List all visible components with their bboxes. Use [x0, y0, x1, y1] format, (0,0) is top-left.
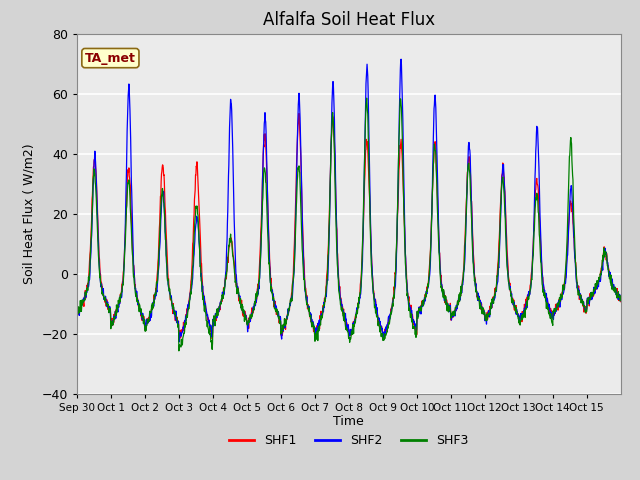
SHF2	[397, 56, 405, 62]
SHF3	[158, 193, 166, 199]
SHF3	[73, 315, 81, 321]
SHF2	[73, 315, 81, 321]
SHF3	[557, 293, 565, 299]
SHF2	[617, 295, 625, 301]
X-axis label: Time: Time	[333, 415, 364, 429]
SHF3	[324, 251, 332, 257]
SHF1	[209, 336, 216, 342]
SHF1	[617, 299, 625, 304]
SHF2	[158, 194, 166, 200]
SHF1	[325, 228, 333, 234]
SHF3	[175, 348, 182, 354]
SHF3	[477, 307, 485, 313]
Title: Alfalfa Soil Heat Flux: Alfalfa Soil Heat Flux	[263, 11, 435, 29]
SHF2	[477, 306, 485, 312]
SHF3	[611, 289, 618, 295]
SHF3	[335, 288, 342, 293]
SHF1	[611, 286, 618, 292]
SHF2	[557, 295, 565, 301]
SHF2	[611, 284, 618, 290]
SHF1	[557, 293, 565, 299]
SHF1	[73, 307, 81, 313]
SHF1	[477, 301, 485, 307]
SHF1	[158, 168, 166, 174]
Line: SHF3: SHF3	[77, 98, 621, 351]
SHF2	[324, 257, 332, 263]
SHF1	[295, 110, 303, 116]
SHF3	[617, 293, 625, 299]
SHF2	[335, 277, 342, 283]
Line: SHF1: SHF1	[77, 113, 621, 339]
SHF1	[335, 283, 343, 288]
SHF2	[175, 339, 183, 345]
Text: TA_met: TA_met	[85, 51, 136, 65]
Line: SHF2: SHF2	[77, 59, 621, 342]
Legend: SHF1, SHF2, SHF3: SHF1, SHF2, SHF3	[224, 429, 474, 452]
Y-axis label: Soil Heat Flux ( W/m2): Soil Heat Flux ( W/m2)	[23, 144, 36, 284]
SHF3	[363, 95, 371, 101]
